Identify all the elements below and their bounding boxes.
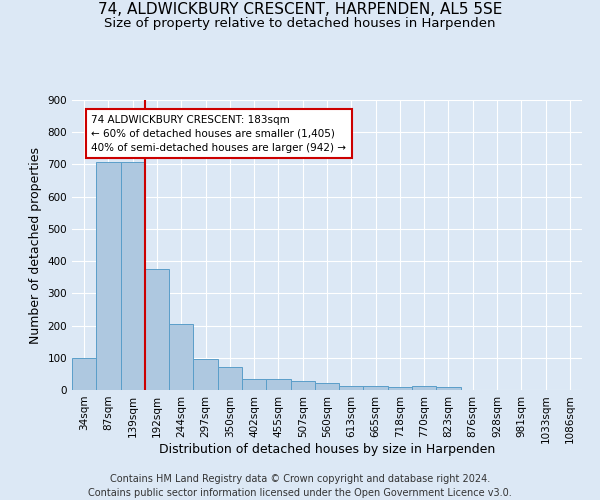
Bar (412, 386, 436, 390)
Bar (242, 378, 266, 390)
Y-axis label: Number of detached properties: Number of detached properties (29, 146, 42, 344)
Bar (96, 162, 121, 390)
Bar (290, 381, 315, 390)
Text: Contains HM Land Registry data © Crown copyright and database right 2024.
Contai: Contains HM Land Registry data © Crown c… (88, 474, 512, 498)
Bar (145, 269, 169, 390)
Bar (121, 162, 145, 390)
Bar (193, 358, 218, 390)
Bar (72, 358, 96, 390)
Bar (266, 378, 290, 390)
Text: 74, ALDWICKBURY CRESCENT, HARPENDEN, AL5 5SE: 74, ALDWICKBURY CRESCENT, HARPENDEN, AL5… (98, 2, 502, 18)
Bar (339, 386, 364, 390)
Bar (364, 386, 388, 390)
Bar (169, 324, 193, 390)
Bar (315, 383, 339, 390)
Bar (436, 387, 461, 390)
Bar (218, 367, 242, 390)
Text: Size of property relative to detached houses in Harpenden: Size of property relative to detached ho… (104, 18, 496, 30)
Text: 74 ALDWICKBURY CRESCENT: 183sqm
← 60% of detached houses are smaller (1,405)
40%: 74 ALDWICKBURY CRESCENT: 183sqm ← 60% of… (91, 114, 346, 152)
Text: Distribution of detached houses by size in Harpenden: Distribution of detached houses by size … (159, 442, 495, 456)
Bar (388, 387, 412, 390)
